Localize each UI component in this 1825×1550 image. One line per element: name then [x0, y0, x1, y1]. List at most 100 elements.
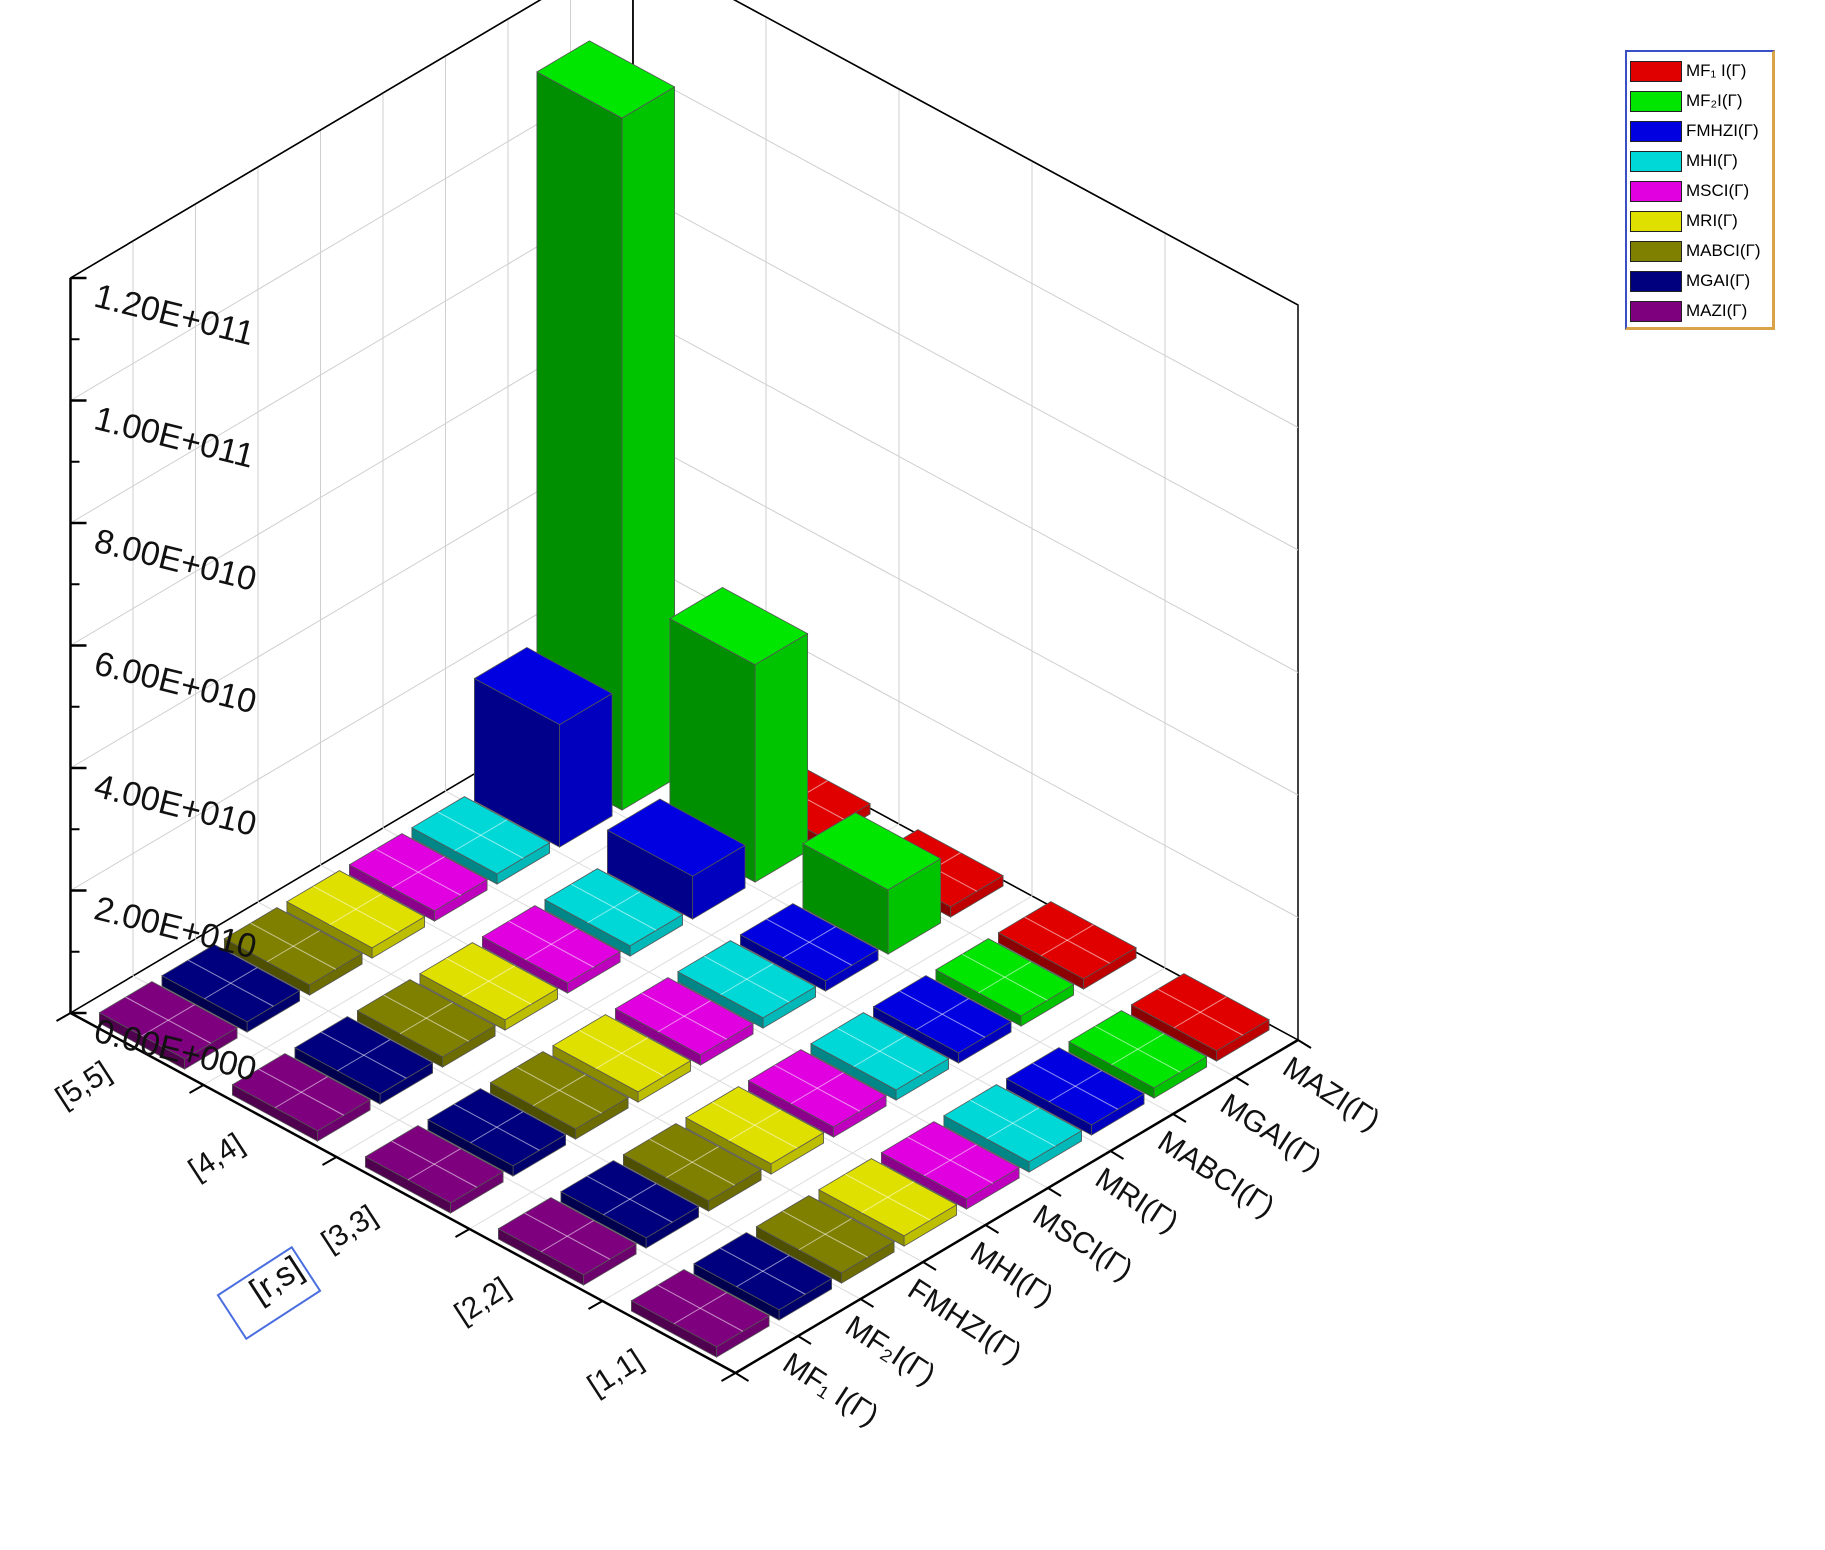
category-tick [455, 1228, 470, 1238]
series-tick-label: MF₁ I(Γ) [777, 1347, 884, 1433]
bar-8-4 [98, 981, 238, 1070]
legend-swatch [1630, 120, 1682, 142]
bar-7-3 [294, 1016, 434, 1105]
bar-8-2 [364, 1125, 504, 1214]
bar-6-4 [223, 907, 363, 996]
wall-top-edge [70, 0, 1299, 306]
legend-item: MRI(Γ) [1630, 206, 1769, 236]
legend-label: MF₁ I(Γ) [1686, 61, 1747, 80]
bar-top-grid [657, 1000, 711, 1033]
legend: MF₁ I(Γ) MF₂I(Γ) FMHZI(Γ) MHI(Γ) MSCI(Γ) MRI(… [1625, 50, 1775, 330]
bar-face-top [473, 646, 613, 726]
bar-1-3 [669, 587, 809, 883]
series-tick [1297, 1039, 1312, 1049]
legend-item: FMHZI(Γ) [1630, 116, 1769, 146]
series-tick [1234, 1076, 1250, 1086]
legend-item: MHI(Γ) [1630, 146, 1769, 176]
legend-item: MF₂I(Γ) [1630, 86, 1769, 116]
bar-top-grid [532, 1074, 586, 1107]
legend-label: MGAI(Γ) [1686, 271, 1751, 290]
bar-2-4 [473, 646, 613, 848]
bar-4-4 [348, 833, 488, 922]
legend-item: MF₁ I(Γ) [1630, 56, 1769, 86]
bar-3-2 [677, 940, 817, 1029]
bar-3-3 [544, 868, 684, 957]
bar-top-grid [587, 891, 641, 924]
category-tick [721, 1372, 736, 1382]
legend-label: MHI(Γ) [1686, 151, 1738, 170]
bar-6-1 [622, 1123, 762, 1212]
bar-top-grid [204, 967, 258, 1000]
category-tick [322, 1156, 337, 1166]
gridline-floor [602, 967, 1166, 1302]
legend-item: MGAI(Γ) [1630, 266, 1769, 296]
bar-top-grid [1048, 1070, 1102, 1103]
bar-2-2 [739, 903, 879, 992]
legend-swatch [1630, 180, 1682, 202]
series-tick [1109, 1150, 1125, 1160]
bar-top-grid [407, 1148, 461, 1181]
legend-swatch [1630, 90, 1682, 112]
bar-2-1 [872, 975, 1012, 1064]
bar-7-4 [161, 944, 301, 1033]
category-tick-label: [3,3] [316, 1199, 383, 1258]
bar-top-grid [329, 893, 383, 926]
series-tick-label: MAZI(Γ) [1277, 1051, 1386, 1138]
bar-5-1 [685, 1086, 825, 1175]
bar-top-grid [266, 930, 320, 963]
legend-label: MF₂I(Γ) [1686, 91, 1743, 110]
bar-top-grid [1040, 924, 1094, 957]
bar-6-3 [356, 979, 496, 1068]
legend-swatch [1630, 300, 1682, 322]
bar-top-grid [1111, 1033, 1165, 1066]
series-tick [1172, 1113, 1187, 1123]
category-tick-label: [2,2] [449, 1271, 516, 1330]
bar-1-1 [935, 938, 1075, 1027]
bar-top-grid [540, 1220, 594, 1253]
bar-3-0 [943, 1084, 1083, 1173]
category-axis-line [734, 1038, 1299, 1375]
category-tick [56, 1012, 71, 1022]
bar-top-grid [337, 1039, 391, 1072]
legend-swatch [1630, 210, 1682, 232]
bar-face-front [621, 86, 675, 811]
category-axis-title-box [216, 1245, 322, 1341]
category-tick-label: [1,1] [582, 1343, 649, 1402]
legend-item: MSCI(Γ) [1630, 176, 1769, 206]
bar-4-0 [880, 1121, 1020, 1210]
bar-top-grid [603, 1183, 657, 1216]
legend-label: MABCI(Γ) [1686, 241, 1761, 260]
series-tick [734, 1372, 750, 1382]
bar-face-top [802, 812, 942, 891]
bar-top-grid [736, 1255, 790, 1288]
bar-7-2 [427, 1088, 567, 1177]
bar-top-grid [454, 819, 508, 852]
series-tick [984, 1224, 1000, 1234]
bar-0-1 [997, 901, 1137, 990]
bar-5-3 [419, 942, 559, 1031]
bar-top-grid [986, 1107, 1040, 1140]
bar-top-grid [673, 1292, 727, 1325]
bar-top-grid [399, 1002, 453, 1035]
legend-swatch [1630, 240, 1682, 262]
bar-face-front [754, 632, 808, 883]
bar-top-grid [274, 1076, 328, 1109]
legend-item: MAZI(Γ) [1630, 296, 1769, 326]
series-tick-label: MSCI(Γ) [1027, 1199, 1138, 1287]
bar-top-grid [391, 856, 445, 889]
bar-top-grid [861, 1181, 915, 1214]
bar-top-grid [923, 1144, 977, 1177]
bar-face-top [606, 798, 746, 877]
series-tick [922, 1261, 937, 1271]
bar-top-grid [141, 1004, 195, 1037]
bar-top-grid [853, 1035, 907, 1068]
legend-swatch [1630, 60, 1682, 82]
bar-5-2 [552, 1014, 692, 1103]
bar-5-0 [818, 1158, 958, 1247]
legend-label: MAZI(Γ) [1686, 301, 1748, 320]
bar-6-2 [489, 1051, 629, 1140]
bar-top-grid [720, 963, 774, 996]
bar-7-0 [693, 1232, 833, 1321]
bar-face-top [536, 40, 676, 119]
series-tick-label: MHI(Γ) [964, 1236, 1059, 1314]
